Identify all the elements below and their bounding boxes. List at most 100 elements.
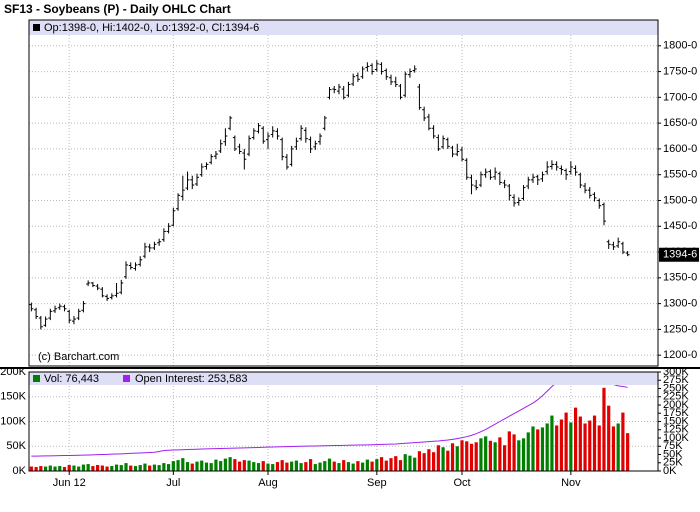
volume-bar — [502, 445, 507, 471]
volume-bar — [583, 423, 587, 471]
volume-bar — [133, 466, 138, 471]
y-tick-label: 1250-0 — [663, 323, 697, 335]
volume-bar — [53, 466, 57, 471]
x-tick-label: Sep — [367, 477, 387, 489]
y-tick-label: 1550-0 — [663, 169, 697, 181]
y-tick-label: 150K — [0, 391, 26, 403]
volume-bar — [517, 440, 521, 471]
volume-bar — [342, 460, 346, 471]
volume-bar — [81, 464, 86, 471]
volume-bar — [592, 415, 597, 471]
y-tick-label: 200K — [0, 366, 26, 378]
volume-bar — [597, 425, 601, 471]
volume-bar — [588, 420, 592, 471]
y-tick-label: 1650-0 — [663, 117, 697, 129]
volume-bar — [436, 445, 440, 471]
volume-bar — [536, 429, 540, 471]
panel-border — [28, 371, 659, 472]
volume-bar — [450, 443, 455, 471]
volume-bar — [469, 443, 474, 471]
volume-bar — [394, 456, 398, 471]
volume-bar — [209, 463, 213, 471]
volume-bar — [389, 458, 393, 471]
volume-bar — [294, 460, 298, 471]
volume-bar — [460, 440, 464, 471]
y-tick-label: 1600-0 — [663, 143, 697, 155]
volume-bar — [105, 466, 109, 471]
volume-bar — [531, 426, 535, 471]
volume-bar — [247, 460, 251, 471]
volume-bar — [559, 419, 563, 471]
volume-bar — [285, 462, 289, 471]
legend-text: Open Interest: 253,583 — [135, 373, 248, 385]
y-tick-label: 1750-0 — [663, 65, 697, 77]
volume-bar — [365, 459, 369, 471]
legend-swatch — [123, 375, 130, 382]
y2-tick-label: 50K — [663, 448, 683, 460]
volume-bar — [616, 423, 620, 471]
volume-bar — [465, 441, 469, 471]
y2-tick-label: 200K — [663, 399, 689, 411]
volume-bar — [356, 461, 360, 471]
volume-bar — [327, 458, 332, 471]
volume-bar — [275, 462, 280, 471]
volume-bar — [346, 462, 351, 471]
volume-bar — [408, 455, 412, 471]
volume-bar — [432, 452, 436, 471]
y-tick-label: 50K — [6, 440, 26, 452]
volume-bar — [498, 437, 502, 471]
y-tick-label: 1700-0 — [663, 91, 697, 103]
annotation: (c) Barchart.com — [38, 351, 119, 363]
volume-bar — [337, 463, 341, 471]
legend-band — [29, 20, 658, 35]
volume-bar — [223, 458, 227, 471]
volume-bar — [526, 432, 530, 471]
legend-swatch — [33, 375, 40, 382]
y2-tick-label: 100K — [663, 432, 689, 444]
volume-bar — [256, 463, 261, 471]
volume-bar — [43, 466, 48, 471]
y2-tick-label: 25K — [663, 457, 683, 469]
volume-bar — [361, 462, 365, 471]
volume-bar — [185, 462, 190, 471]
last-price-box — [659, 247, 699, 262]
volume-bar — [190, 463, 194, 471]
volume-bar — [200, 460, 204, 471]
volume-bar — [39, 466, 43, 471]
volume-bar — [507, 431, 511, 471]
volume-bar — [86, 464, 90, 471]
y2-tick-label: 75K — [663, 440, 683, 452]
volume-bar — [493, 442, 497, 471]
volume-bar — [181, 458, 185, 471]
volume-bar — [308, 459, 313, 471]
volume-bar — [474, 442, 478, 471]
volume-bar — [573, 407, 578, 471]
open-interest-line — [31, 377, 628, 457]
volume-bar — [304, 462, 308, 471]
volume-bar — [550, 415, 554, 471]
y2-tick-label: 300K — [663, 366, 689, 378]
x-tick-label: Jun 12 — [53, 477, 86, 489]
volume-bar — [48, 465, 52, 471]
volume-bar — [375, 459, 379, 471]
x-tick-label: Jul — [166, 477, 180, 489]
last-price-label: 1394-6 — [663, 249, 697, 261]
panel-border — [28, 19, 659, 367]
volume-bar — [124, 463, 128, 471]
legend-swatch — [33, 24, 40, 31]
y2-tick-label: 175K — [663, 407, 689, 419]
volume-bar — [167, 464, 171, 471]
volume-bar — [555, 425, 559, 471]
volume-bar — [332, 461, 336, 471]
volume-bar — [157, 465, 161, 471]
volume-bar — [62, 467, 67, 471]
legend-band — [29, 372, 658, 385]
y-tick-label: 100K — [0, 415, 26, 427]
volume-bar — [484, 436, 488, 471]
volume-bar — [323, 461, 327, 471]
volume-bar — [403, 454, 407, 471]
volume-bar — [176, 460, 180, 471]
volume-bar — [488, 440, 492, 471]
volume-bar — [427, 449, 431, 471]
